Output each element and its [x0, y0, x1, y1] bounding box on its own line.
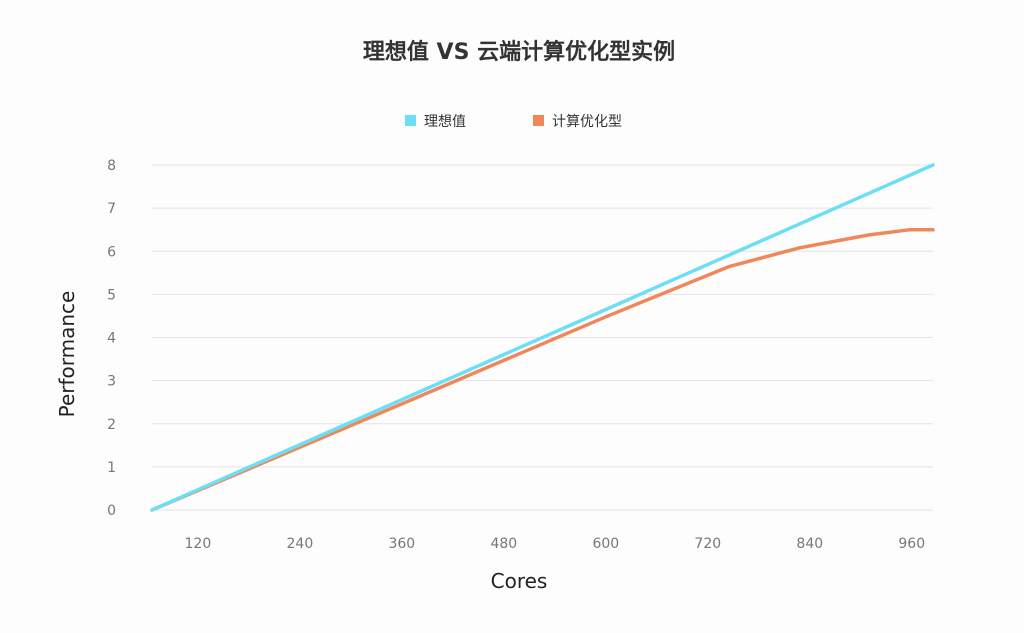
y-tick-label: 1 [107, 460, 116, 476]
chart-title: 理想值 VS 云端计算优化型实例 [363, 39, 675, 65]
y-tick-label: 5 [107, 287, 116, 303]
x-tick-label: 480 [490, 536, 517, 552]
legend: 理想值 计算优化型 [405, 114, 622, 130]
x-tick-label: 720 [694, 536, 721, 552]
legend-swatch-compute [533, 115, 544, 126]
x-tick-label: 360 [388, 536, 415, 552]
legend-label-compute: 计算优化型 [552, 114, 622, 130]
series-line-1 [150, 227, 935, 512]
y-tick-label: 0 [107, 503, 116, 519]
y-tick-label: 3 [107, 374, 116, 390]
y-tick-label: 8 [107, 158, 116, 174]
x-tick-label: 240 [287, 536, 314, 552]
series-line-0 [150, 163, 935, 512]
x-tick-label: 960 [898, 536, 925, 552]
y-tick-label: 6 [107, 244, 116, 260]
y-axis-label: Performance [55, 291, 79, 418]
y-tick-label: 4 [107, 331, 116, 347]
x-axis-label: Cores [491, 569, 548, 593]
x-tick-label: 120 [185, 536, 212, 552]
y-tick-label: 7 [107, 201, 116, 217]
x-tick-label: 840 [796, 536, 823, 552]
legend-swatch-ideal [405, 115, 416, 126]
x-tick-label: 600 [592, 536, 619, 552]
legend-label-ideal: 理想值 [424, 114, 466, 130]
y-tick-label: 2 [107, 417, 116, 433]
